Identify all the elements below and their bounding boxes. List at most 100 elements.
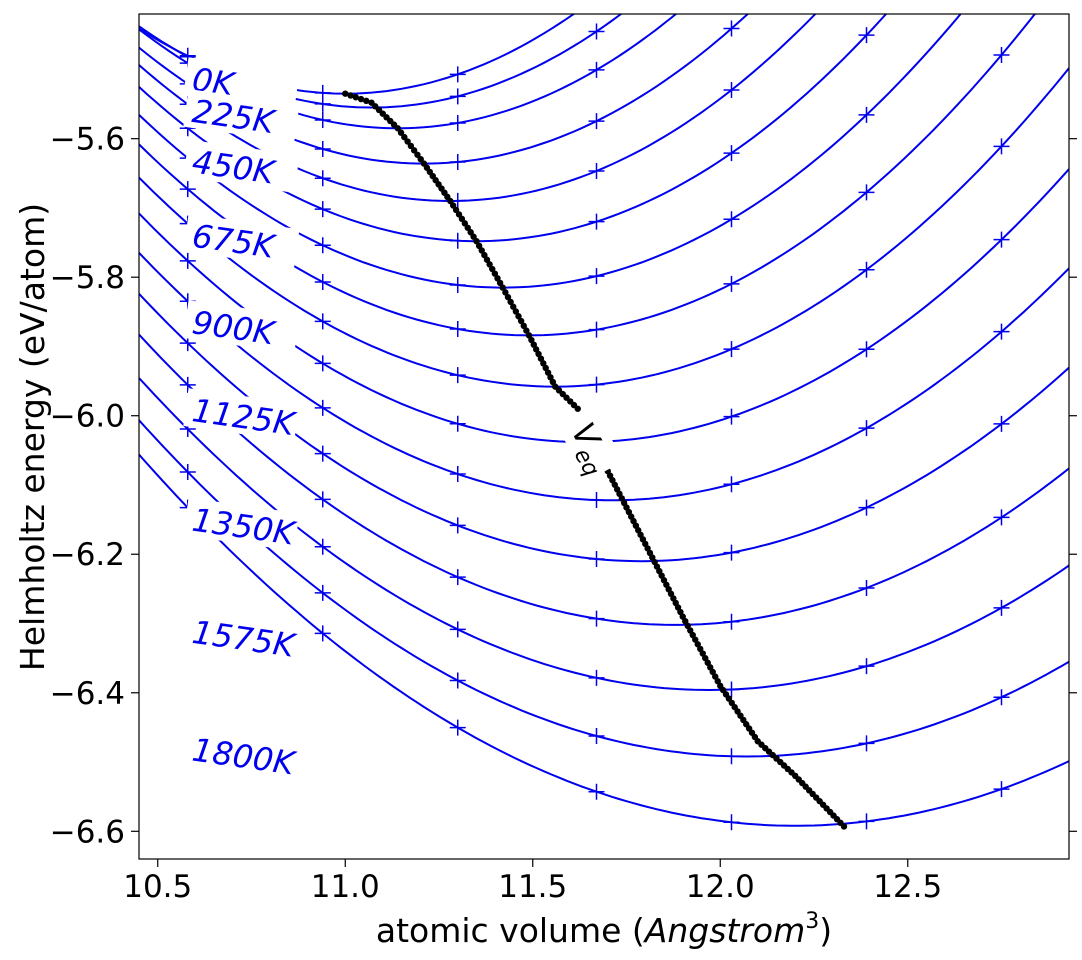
y-tick-label: −6.0 (50, 399, 125, 435)
sample-marker (314, 538, 331, 555)
sample-marker (993, 138, 1010, 155)
sample-marker (314, 625, 331, 642)
eq-point (404, 138, 411, 145)
sample-marker (993, 599, 1010, 616)
curve-label-bg (183, 300, 300, 354)
y-tick-label: −5.6 (50, 122, 125, 158)
equilibrium-volume-path (342, 90, 848, 830)
x-axis-label: atomic volume (Angstrom3) (376, 909, 832, 950)
eq-point (489, 265, 496, 273)
eq-point (494, 275, 501, 282)
sample-marker (858, 499, 875, 516)
sample-marker (449, 569, 466, 586)
tick-labels: 10.5 11.0 11.5 12.0 12.5 −5.6 −5.8 −6.0 −6.2 −6.4… (50, 122, 943, 905)
curve-label-bg (183, 139, 300, 193)
sample-marker (588, 783, 605, 800)
sample-marker (314, 237, 331, 254)
x-tick-label: 12.5 (873, 869, 942, 905)
sample-marker (588, 113, 605, 130)
eq-point (512, 308, 520, 315)
eq-point (515, 313, 522, 320)
sample-marker (314, 140, 331, 157)
sample-marker (858, 735, 875, 752)
curve-label-bg (183, 609, 300, 664)
sample-marker (993, 415, 1010, 432)
eq-point (414, 151, 421, 158)
sample-marker (179, 252, 196, 269)
eq-point (491, 270, 499, 277)
sample-marker (449, 672, 466, 689)
axes-ticks (131, 138, 1077, 867)
sample-marker (314, 445, 331, 462)
eq-point (475, 242, 483, 250)
sample-marker (449, 66, 466, 83)
eq-point (363, 97, 370, 105)
sample-marker (723, 613, 740, 630)
sample-marker (314, 313, 331, 330)
sample-marker (314, 491, 331, 508)
isotherm-curve (139, 333, 1069, 626)
sample-marker (588, 61, 605, 78)
isotherm-curve (139, 14, 888, 243)
sample-marker (723, 544, 740, 561)
sample-marker (723, 20, 740, 37)
x-tick-label: 11.0 (311, 869, 380, 905)
sample-marker (723, 145, 740, 162)
curve-label-bg (183, 89, 300, 143)
sample-marker (314, 584, 331, 601)
sample-marker (179, 181, 196, 198)
sample-marker (993, 509, 1010, 526)
eq-point (507, 298, 514, 306)
sample-marker (858, 420, 875, 437)
sample-marker (588, 213, 605, 230)
sample-marker (993, 323, 1010, 340)
curve-labels: 0K225K450K675K900K1125K1350K1575K1800KVe… (183, 57, 624, 783)
curve-label-bg (183, 727, 300, 781)
eq-point (517, 317, 525, 325)
eq-point (347, 92, 354, 99)
x-tick-label: 10.5 (123, 869, 192, 905)
sample-marker (314, 399, 331, 416)
sample-marker (588, 610, 605, 627)
sample-marker (723, 275, 740, 292)
eq-point (502, 289, 509, 296)
sample-marker (449, 517, 466, 534)
sample-marker (858, 106, 875, 123)
isotherm-curve (139, 453, 1069, 827)
y-tick-label: −6.2 (50, 537, 125, 573)
sample-marker (449, 367, 466, 384)
sample-marker (723, 211, 740, 228)
sample-marker (449, 232, 466, 249)
curve-label: 1125K (183, 388, 300, 444)
sample-marker (314, 95, 331, 112)
sample-marker (858, 813, 875, 830)
sample-marker (449, 719, 466, 736)
eq-point (394, 125, 401, 132)
sample-marker (588, 727, 605, 744)
eq-point (481, 251, 488, 259)
sample-marker (993, 231, 1010, 248)
eq-point (499, 284, 506, 291)
eq-point (574, 405, 581, 412)
curve-label-bg (183, 388, 300, 442)
sample-marker (723, 341, 740, 358)
eq-point (523, 327, 530, 334)
sample-marker (858, 658, 875, 675)
sample-marker (449, 621, 466, 638)
sample-marker (179, 376, 196, 393)
sample-marker (449, 88, 466, 105)
y-tick-label: −5.8 (50, 260, 125, 296)
sample-marker (993, 46, 1010, 63)
sample-marker (588, 491, 605, 508)
eq-point (496, 279, 504, 287)
x-axis-label-text: atomic volume ( (376, 911, 645, 950)
sample-marker (588, 669, 605, 686)
sample-marker (588, 321, 605, 338)
eq-point (352, 94, 359, 101)
sample-marker (449, 466, 466, 483)
sample-marker (314, 170, 331, 187)
eq-label-bg (557, 406, 624, 482)
curve-label: 225K (183, 89, 300, 143)
sample-marker (588, 23, 605, 40)
